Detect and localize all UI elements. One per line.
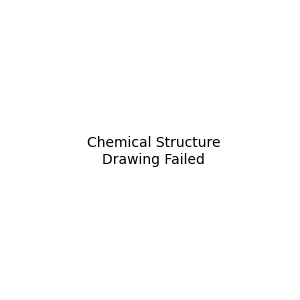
- Text: Chemical Structure
Drawing Failed: Chemical Structure Drawing Failed: [87, 136, 220, 166]
